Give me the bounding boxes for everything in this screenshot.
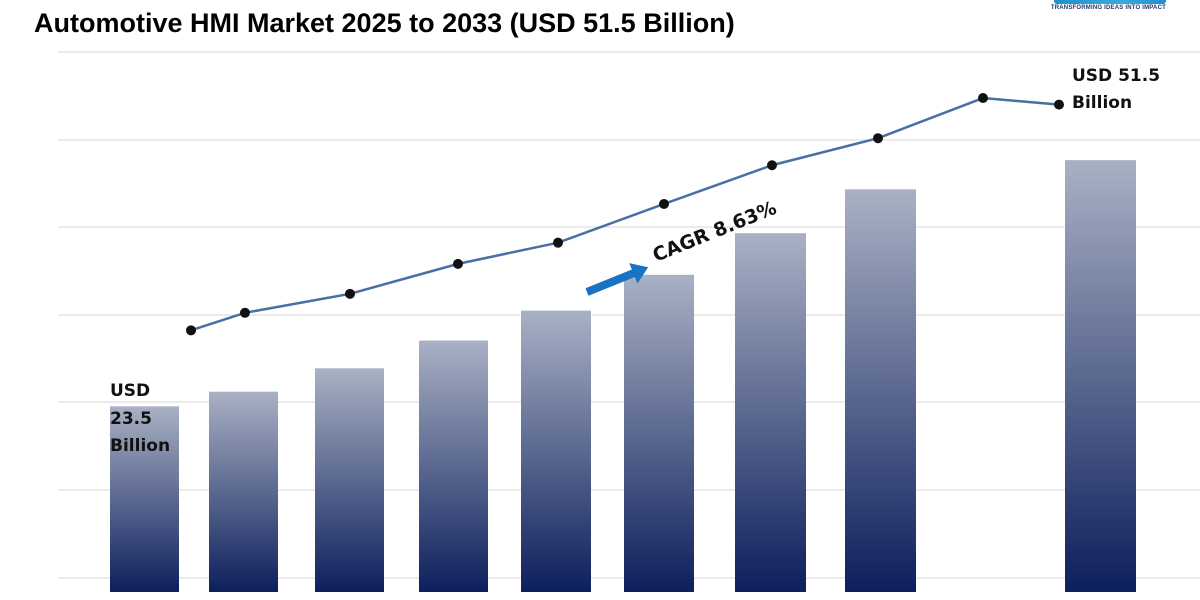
cagr-arrow-icon xyxy=(585,263,649,296)
start-value-line: USD xyxy=(110,381,150,401)
trend-markers xyxy=(186,93,1064,336)
trend-marker xyxy=(453,258,463,269)
trend-marker xyxy=(345,288,355,299)
trend-marker xyxy=(978,93,988,104)
trend-marker xyxy=(1054,99,1064,110)
bar-2028 xyxy=(419,340,488,592)
company-logo: TRANSFORMING IDEAS INTO IMPACT xyxy=(1051,0,1166,11)
bar-2031 xyxy=(735,233,806,592)
trend-marker xyxy=(873,133,883,144)
start-value-label: USD 23.5 Billion xyxy=(110,381,170,456)
trend-marker xyxy=(553,237,563,248)
trend-line xyxy=(190,96,1060,332)
trend-marker xyxy=(186,325,196,336)
end-value-line: USD 51.5 xyxy=(1072,66,1160,86)
bar-2033 xyxy=(1065,160,1136,592)
chart-title: Automotive HMI Market 2025 to 2033 (USD … xyxy=(34,8,735,38)
bar-2025 xyxy=(110,406,179,592)
bar-2032 xyxy=(845,189,916,592)
logo-mark-icon xyxy=(1054,0,1166,4)
trend-marker xyxy=(659,198,669,209)
bar-2027 xyxy=(315,368,384,592)
start-value-line: 23.5 xyxy=(110,409,152,429)
trend-marker xyxy=(240,307,250,318)
trend-marker xyxy=(767,160,777,171)
bar-2029 xyxy=(521,310,591,592)
start-value-line: Billion xyxy=(110,436,170,456)
bars xyxy=(110,160,1136,592)
bar-2026 xyxy=(209,391,278,592)
end-value-label: USD 51.5 Billion xyxy=(1072,66,1166,113)
trend-line-group xyxy=(190,96,1060,332)
logo-tagline: TRANSFORMING IDEAS INTO IMPACT xyxy=(1050,5,1166,11)
bar-2030 xyxy=(624,274,694,592)
end-value-line: Billion xyxy=(1072,93,1132,113)
